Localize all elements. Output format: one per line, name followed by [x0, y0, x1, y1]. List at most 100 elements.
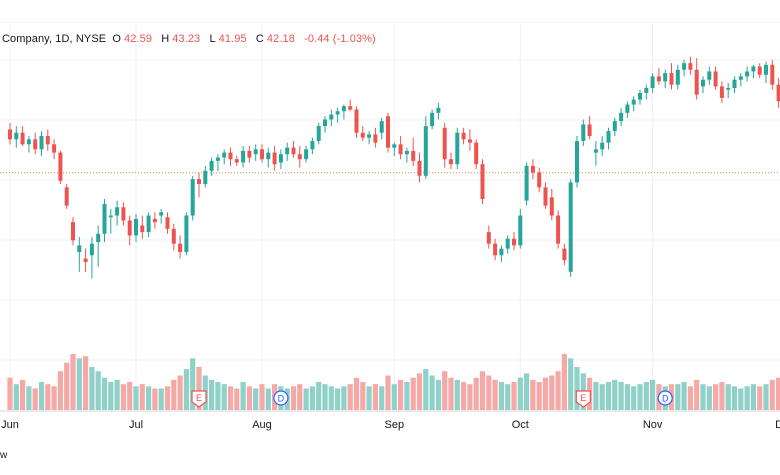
volume-bar: [524, 373, 530, 410]
candle-body: [593, 149, 598, 153]
open-value: 42.59: [124, 33, 153, 45]
candle-body: [379, 121, 384, 133]
candle-body: [732, 79, 737, 88]
volume-bar: [542, 377, 549, 410]
volume-bar: [536, 382, 542, 410]
x-tick-label: Aug: [252, 419, 272, 431]
volume-bar: [95, 371, 101, 410]
volume-bar: [738, 388, 744, 410]
candle-body: [209, 160, 214, 171]
candle-body: [190, 179, 195, 216]
volume-bar: [341, 386, 347, 410]
candle-body: [297, 154, 302, 160]
volume-bar: [89, 366, 95, 410]
volume-bar: [240, 382, 246, 410]
volume-bar: [259, 384, 265, 410]
volume-bar: [719, 382, 725, 410]
low-label: L: [209, 33, 216, 45]
volume-bar: [108, 382, 114, 410]
candle-body: [152, 218, 157, 223]
volume-bar: [391, 384, 397, 410]
candle-body: [524, 165, 529, 201]
candle-body: [386, 116, 390, 148]
volume-bar: [599, 384, 605, 410]
candle-body: [8, 129, 12, 140]
volume-bar: [309, 386, 315, 410]
volume-bar: [681, 382, 687, 410]
volume-bar: [196, 366, 202, 410]
candle-body: [52, 144, 57, 153]
volume-bar: [158, 388, 164, 410]
volume-bar: [763, 384, 769, 410]
volume-bar: [347, 384, 353, 410]
candle-body: [83, 258, 88, 262]
candle-body: [776, 84, 780, 102]
candle-body: [64, 187, 69, 206]
candle-body: [430, 112, 435, 127]
candle-body: [197, 179, 201, 185]
volume-bar: [26, 386, 32, 410]
volume-bar: [687, 386, 693, 410]
earnings-event-label: E: [580, 393, 586, 403]
candle-body: [215, 157, 220, 161]
candle-body: [392, 144, 397, 148]
volume-bar: [215, 382, 221, 410]
ohlc-legend: Company, 1D, NYSE O 42.59 H 43.23 L 41.95 C…: [2, 33, 379, 45]
symbol-label: Company, 1D, NYSE: [2, 33, 107, 45]
candle-body: [272, 152, 277, 165]
candle-body: [726, 88, 731, 90]
volume-bar: [492, 379, 498, 410]
volume-bar: [776, 377, 780, 410]
volume-bar: [177, 375, 183, 410]
volume-bar: [246, 386, 252, 410]
candle-body: [770, 64, 775, 85]
volume-bar: [769, 379, 775, 410]
volume-bar: [473, 377, 479, 410]
candle-body: [367, 134, 372, 138]
volume-bar: [32, 388, 38, 410]
volume-bar: [120, 384, 126, 410]
volume-bar: [555, 371, 561, 410]
x-tick-label: Sep: [385, 419, 405, 431]
time-axis-labels: Jun Jul Aug Sep Oct Nov Dec: [1, 419, 780, 431]
volume-bar: [593, 382, 599, 410]
volume-bar: [650, 379, 656, 410]
candle-body: [423, 126, 428, 176]
candle-body: [764, 64, 768, 75]
volume-bar: [372, 384, 378, 410]
candle-body: [354, 109, 359, 133]
top-toolbar-strip: [0, 0, 780, 23]
candle-body: [71, 222, 75, 241]
candle-body: [461, 132, 466, 140]
candle-body: [39, 136, 44, 150]
candle-body: [625, 104, 630, 113]
candle-body: [45, 136, 50, 145]
candle-body: [467, 139, 472, 143]
candle-body: [436, 107, 441, 113]
volume-bar: [164, 386, 171, 410]
candle-body: [701, 79, 705, 87]
candle-body: [757, 66, 762, 75]
candle-body: [442, 127, 447, 160]
volume-bar: [366, 386, 372, 410]
earnings-event-marker: [191, 390, 207, 408]
candle-body: [140, 225, 145, 233]
volume-bar: [385, 375, 391, 410]
x-tick-label: Dec: [775, 419, 780, 431]
candle-body: [474, 142, 479, 165]
candle-body: [329, 114, 334, 120]
volume-bar: [725, 384, 731, 410]
volume-bar: [757, 386, 763, 410]
x-tick-label: Jun: [1, 419, 19, 431]
volume-bar: [360, 382, 366, 410]
candle-body: [165, 217, 170, 229]
candle-body: [178, 243, 183, 252]
volume-bar: [20, 379, 26, 410]
volume-bar: [70, 354, 76, 410]
candle-body: [171, 228, 176, 244]
candle-body: [260, 149, 264, 160]
volume-bar: [549, 375, 555, 410]
volume-bar: [410, 377, 416, 410]
